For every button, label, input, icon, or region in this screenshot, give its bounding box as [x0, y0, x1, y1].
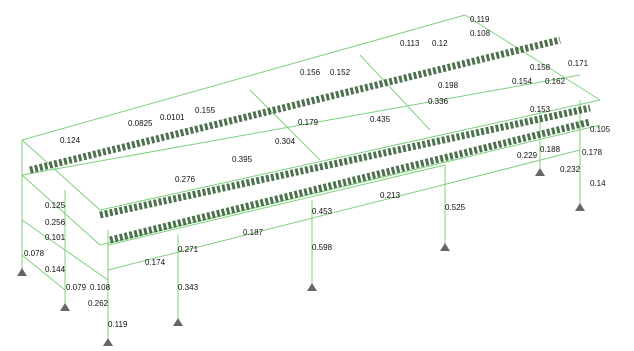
ratio-label: 0.155: [195, 106, 216, 115]
ratio-label: 0.276: [175, 175, 196, 184]
ratio-label: 0.156: [300, 68, 321, 77]
ratio-label: 0.079: [66, 283, 87, 292]
ratio-label: 0.124: [60, 136, 81, 145]
ratio-label: 0.343: [178, 283, 199, 292]
ratio-label: 0.453: [312, 207, 333, 216]
ratio-label: 0.198: [438, 81, 459, 90]
ratio-label: 0.525: [445, 203, 466, 212]
ratio-label: 0.108: [470, 29, 491, 38]
ratio-labels: 0.124 0.156 0.152 0.113 0.12 0.108 0.171…: [24, 15, 611, 329]
ratio-label: 0.113: [400, 39, 420, 48]
ratio-label: 0.119: [108, 320, 128, 329]
ratio-label: 0.262: [88, 299, 109, 308]
ratio-label: 0.435: [370, 115, 391, 124]
ratio-label: 0.0101: [160, 113, 185, 122]
ratio-label: 0.105: [590, 125, 611, 134]
ratio-label: 0.229: [517, 151, 538, 160]
ratio-label: 0.101: [45, 233, 66, 242]
structure-view: 0.124 0.156 0.152 0.113 0.12 0.108 0.171…: [0, 0, 634, 351]
ratio-label: 0.158: [530, 63, 551, 72]
ratio-label: 0.178: [582, 148, 603, 157]
ratio-label: 0.213: [380, 191, 401, 200]
ratio-label: 0.108: [90, 283, 111, 292]
ratio-label: 0.125: [45, 201, 66, 210]
ratio-label: 0.232: [560, 165, 581, 174]
ratio-label: 0.179: [298, 118, 319, 127]
ratio-label: 0.598: [312, 243, 333, 252]
ratio-label: 0.154: [512, 77, 533, 86]
ratio-label: 0.12: [432, 39, 448, 48]
ratio-label: 0.119: [470, 15, 490, 24]
ratio-label: 0.162: [545, 77, 566, 86]
ratio-label: 0.256: [45, 218, 66, 227]
ratio-label: 0.174: [145, 258, 166, 267]
ratio-label: 0.304: [275, 137, 296, 146]
ratio-label: 0.0825: [128, 119, 153, 128]
ratio-label: 0.14: [590, 179, 606, 188]
ratio-label: 0.171: [568, 59, 589, 68]
ratio-label: 0.336: [428, 97, 449, 106]
ratio-label: 0.271: [178, 245, 199, 254]
ratio-label: 0.078: [24, 249, 45, 258]
ratio-label: 0.187: [243, 228, 264, 237]
ratio-label: 0.144: [45, 265, 66, 274]
ratio-label: 0.152: [330, 68, 351, 77]
ratio-label: 0.395: [232, 155, 253, 164]
ratio-label: 0.188: [540, 145, 561, 154]
ratio-label: 0.153: [530, 105, 551, 114]
